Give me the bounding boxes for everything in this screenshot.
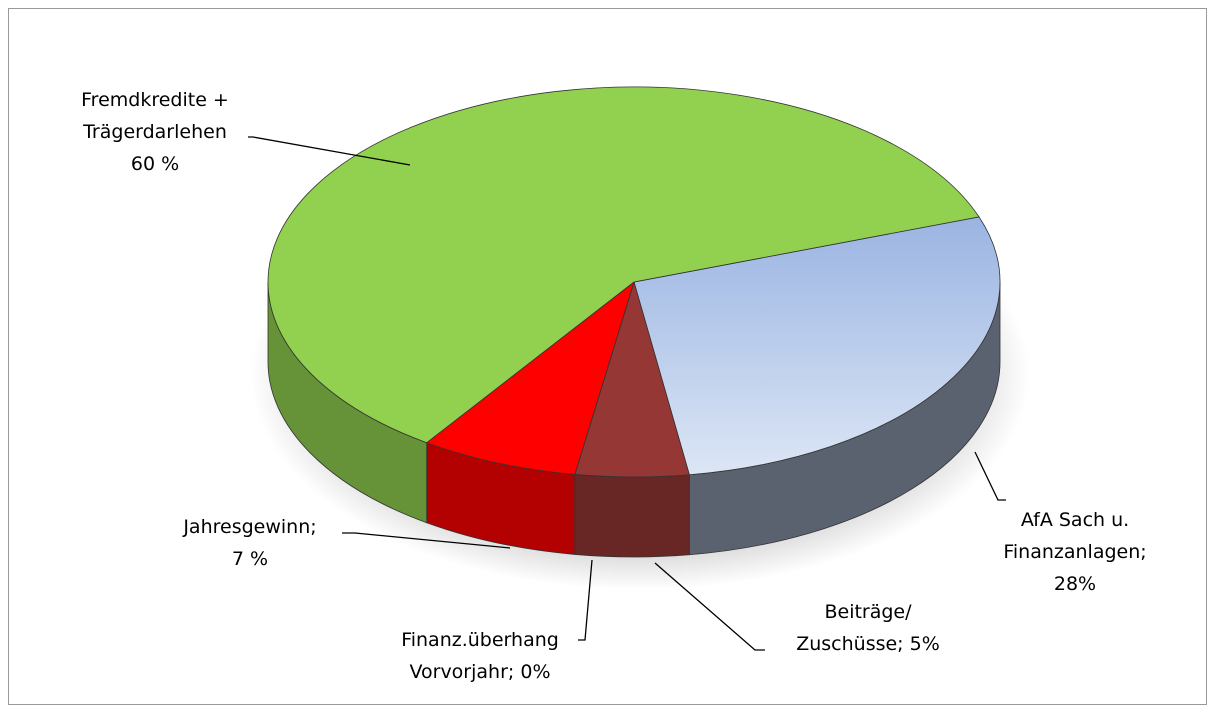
data-label: Fremdkredite + Trägerdarlehen 60 % [65,84,245,180]
data-label: AfA Sach u. Finanzanlagen; 28% [990,504,1160,600]
leader-line [974,451,1006,501]
slice-side [574,474,690,558]
category-label: Beiträge/ Zuschüsse; [796,601,912,655]
leader-line [654,562,765,651]
leader-line [248,136,411,166]
value-label: 5% [909,633,940,655]
data-label: Finanz.überhang Vorvorjahr; 0% [385,624,575,688]
category-label: AfA Sach u. Finanzanlagen; [1003,509,1147,563]
category-label: Jahresgewinn; [183,516,317,538]
category-label: Finanz.überhang Vorvorjahr; [401,629,559,683]
value-label: 7 % [231,548,269,570]
value-label: 28% [1053,573,1097,595]
pie [267,86,1001,558]
data-label: Jahresgewinn; 7 % [165,511,335,575]
category-label: Fremdkredite + Trägerdarlehen [81,89,229,143]
slice [425,280,635,475]
sides [267,281,1001,558]
leader-line [578,559,593,641]
slice [267,86,980,444]
data-label: Beiträge/ Zuschüsse; 5% [788,596,948,660]
leader-line [342,532,511,549]
leader-lines [248,136,1006,651]
slice [633,216,1001,476]
tops [267,86,1001,478]
value-label: 60 % [130,153,180,175]
value-label: 0% [520,661,551,683]
